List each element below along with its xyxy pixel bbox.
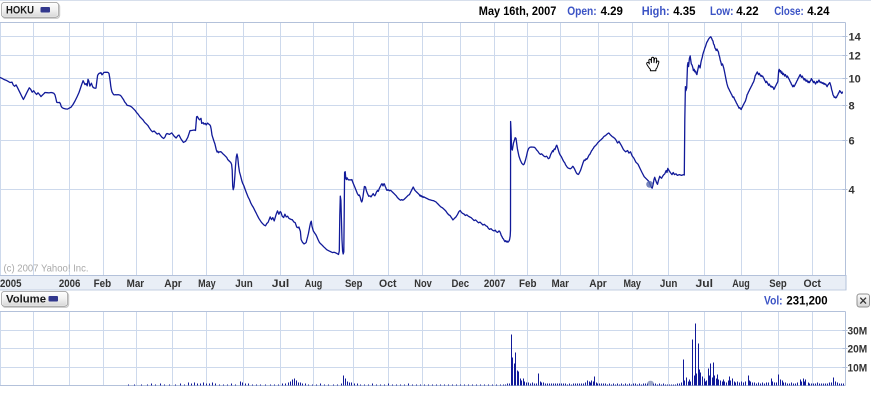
svg-text:12: 12: [849, 51, 861, 63]
svg-text:Open:: Open:: [567, 4, 597, 18]
svg-text:Aug: Aug: [305, 278, 323, 290]
svg-text:Vol:: Vol:: [764, 294, 783, 308]
svg-text:May 16th, 2007: May 16th, 2007: [479, 4, 557, 18]
svg-text:Volume: Volume: [6, 294, 46, 306]
svg-text:Low:: Low:: [710, 4, 734, 18]
svg-text:May: May: [623, 278, 641, 290]
svg-text:Mar: Mar: [551, 278, 569, 290]
svg-text:Close:: Close:: [774, 4, 804, 18]
svg-text:High:: High:: [642, 4, 670, 18]
svg-text:20M: 20M: [848, 344, 868, 356]
svg-text:Oct: Oct: [379, 278, 397, 290]
svg-text:Dec: Dec: [452, 278, 470, 290]
svg-text:14: 14: [849, 32, 862, 44]
svg-text:Apr: Apr: [589, 278, 607, 290]
svg-text:4.22: 4.22: [736, 4, 759, 18]
svg-text:4: 4: [849, 185, 856, 197]
svg-text:Jun: Jun: [660, 278, 678, 290]
svg-text:4.35: 4.35: [673, 4, 696, 18]
svg-text:Nov: Nov: [414, 278, 432, 290]
svg-text:30M: 30M: [848, 326, 868, 338]
svg-text:Aug: Aug: [732, 278, 750, 290]
svg-text:2006: 2006: [59, 278, 81, 290]
svg-text:10: 10: [849, 74, 861, 86]
svg-text:Sep: Sep: [769, 278, 787, 290]
svg-text:Jul: Jul: [696, 278, 714, 290]
svg-text:Feb: Feb: [94, 278, 112, 290]
svg-text:2007: 2007: [484, 278, 506, 290]
svg-text:8: 8: [849, 101, 855, 113]
svg-text:4.24: 4.24: [807, 4, 830, 18]
svg-text:May: May: [198, 278, 216, 290]
svg-text:Oct: Oct: [803, 278, 821, 290]
svg-text:Apr: Apr: [164, 278, 182, 290]
svg-text:Mar: Mar: [127, 278, 145, 290]
svg-text:Sep: Sep: [345, 278, 363, 290]
svg-text:HOKU: HOKU: [6, 5, 34, 17]
svg-text:(c) 2007 Yahoo! Inc.: (c) 2007 Yahoo! Inc.: [4, 263, 89, 275]
svg-text:4.29: 4.29: [601, 4, 624, 18]
svg-text:Jun: Jun: [235, 278, 253, 290]
svg-text:Feb: Feb: [519, 278, 537, 290]
svg-text:231,200: 231,200: [786, 294, 827, 308]
svg-text:10M: 10M: [848, 363, 868, 375]
svg-text:6: 6: [849, 136, 855, 148]
svg-text:Jul: Jul: [272, 278, 290, 290]
svg-text:2005: 2005: [0, 278, 22, 290]
